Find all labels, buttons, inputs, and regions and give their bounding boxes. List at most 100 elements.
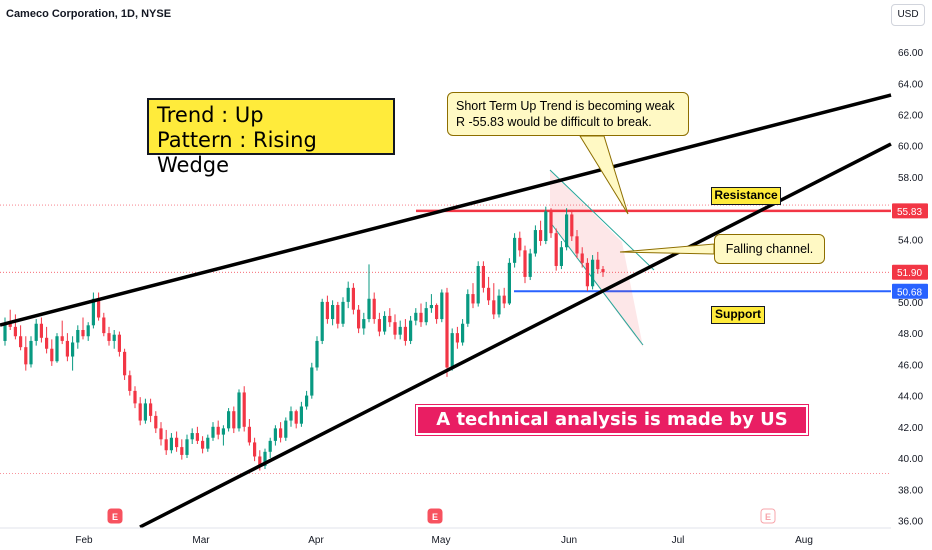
candle bbox=[232, 406, 236, 434]
price-label-box bbox=[892, 283, 928, 299]
candle bbox=[8, 309, 12, 330]
candle bbox=[471, 283, 475, 309]
candle bbox=[554, 228, 558, 271]
candle bbox=[24, 336, 28, 371]
candle bbox=[169, 433, 173, 454]
candle bbox=[575, 230, 579, 259]
candle bbox=[424, 301, 428, 326]
candle bbox=[487, 276, 491, 306]
candle bbox=[159, 422, 163, 446]
candle bbox=[91, 292, 95, 329]
price-label-support: 50.68 bbox=[892, 283, 928, 299]
candle bbox=[492, 283, 496, 320]
x-tick-label: Mar bbox=[192, 535, 210, 546]
candle-body bbox=[273, 428, 277, 441]
candle bbox=[591, 255, 595, 290]
candle-body bbox=[3, 323, 7, 341]
candle-body bbox=[351, 287, 355, 310]
resistance-label: Resistance bbox=[711, 187, 781, 205]
candle bbox=[305, 390, 309, 410]
candle bbox=[601, 265, 605, 277]
candle bbox=[29, 336, 33, 368]
candle-body bbox=[268, 440, 272, 452]
y-tick-label: 46.00 bbox=[898, 360, 923, 371]
candle-body bbox=[242, 392, 246, 427]
candle bbox=[497, 289, 501, 318]
candle bbox=[268, 437, 272, 459]
y-tick-label: 42.00 bbox=[898, 423, 923, 434]
y-tick-label: 54.00 bbox=[898, 235, 923, 246]
candle-body bbox=[91, 298, 95, 326]
candle bbox=[559, 240, 563, 270]
candle-body bbox=[97, 298, 101, 318]
candle-body bbox=[112, 334, 116, 341]
short-term-callout: Short Term Up Trend is becoming weak R -… bbox=[447, 92, 689, 136]
candle-body bbox=[263, 451, 267, 466]
candle bbox=[585, 258, 589, 291]
candle-body bbox=[544, 211, 548, 241]
candle-body bbox=[247, 426, 251, 443]
candle-body bbox=[305, 395, 309, 407]
candle bbox=[377, 312, 381, 337]
candle-body bbox=[138, 403, 142, 421]
y-tick-label: 50.00 bbox=[898, 298, 923, 309]
candle bbox=[143, 398, 147, 424]
candle-body bbox=[107, 333, 111, 341]
candle bbox=[596, 251, 600, 274]
trend-line-1: Trend : Up bbox=[157, 103, 264, 127]
candle-body bbox=[211, 426, 215, 438]
candle-body bbox=[476, 265, 480, 304]
candle-body bbox=[435, 305, 439, 320]
candle bbox=[518, 231, 522, 257]
y-tick-label: 64.00 bbox=[898, 79, 923, 90]
candle bbox=[294, 409, 298, 429]
price-label-text: 55.83 bbox=[897, 207, 922, 218]
candle-body bbox=[320, 301, 324, 341]
y-tick-label: 48.00 bbox=[898, 329, 923, 340]
candle bbox=[237, 389, 241, 432]
candle bbox=[201, 436, 205, 454]
callout-line-1: Short Term Up Trend is becoming weak bbox=[456, 99, 675, 113]
candle-body bbox=[81, 329, 85, 337]
candle bbox=[117, 331, 121, 357]
candle bbox=[565, 208, 569, 251]
candle bbox=[81, 317, 85, 340]
candle-body bbox=[601, 269, 605, 273]
candle-body bbox=[164, 439, 168, 451]
candle-body bbox=[596, 259, 600, 270]
candle bbox=[310, 362, 314, 399]
candle-body bbox=[29, 340, 33, 365]
candle bbox=[39, 317, 43, 343]
candle-body bbox=[227, 411, 231, 429]
currency-button[interactable]: USD bbox=[891, 4, 925, 26]
y-tick-label: 44.00 bbox=[898, 392, 923, 403]
candle-body bbox=[195, 433, 199, 441]
candle-body bbox=[117, 334, 121, 352]
candle bbox=[341, 297, 345, 327]
candle-body bbox=[372, 298, 376, 320]
candle bbox=[414, 308, 418, 326]
candle bbox=[507, 258, 511, 306]
candle-body bbox=[388, 315, 392, 323]
candle bbox=[357, 305, 361, 334]
earnings-letter: E bbox=[765, 512, 771, 522]
candle bbox=[299, 401, 303, 427]
earnings-badge bbox=[760, 508, 776, 524]
candle-body bbox=[258, 456, 262, 466]
candle bbox=[253, 437, 257, 462]
candle bbox=[195, 426, 199, 444]
candle-body bbox=[86, 325, 90, 337]
candle bbox=[263, 448, 267, 469]
candle-body bbox=[409, 320, 413, 341]
candle bbox=[211, 422, 215, 441]
candle bbox=[175, 431, 179, 452]
candle-body bbox=[336, 305, 340, 324]
candle bbox=[154, 411, 158, 434]
candle bbox=[383, 311, 387, 335]
falling-channel-label: Falling channel. bbox=[714, 234, 825, 264]
price-label-text: 51.90 bbox=[897, 268, 922, 279]
earnings-icon: E bbox=[107, 508, 123, 524]
candle-body bbox=[65, 340, 69, 357]
trend-line-2: Pattern : Rising Wedge bbox=[157, 128, 317, 177]
